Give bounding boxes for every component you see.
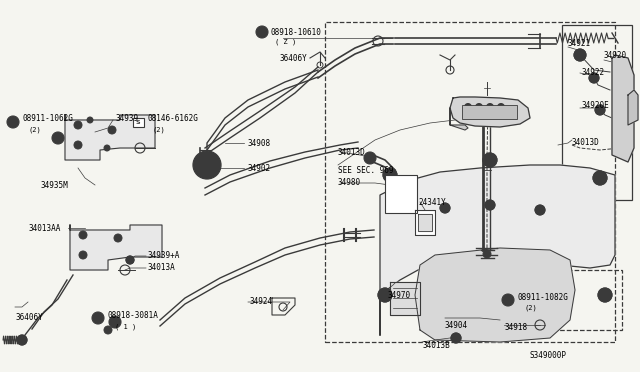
Text: 34013A: 34013A bbox=[148, 263, 176, 273]
Circle shape bbox=[74, 141, 82, 149]
Circle shape bbox=[378, 288, 392, 302]
Text: S: S bbox=[136, 119, 140, 125]
Text: (2): (2) bbox=[525, 305, 538, 311]
Circle shape bbox=[92, 312, 104, 324]
Polygon shape bbox=[450, 97, 530, 127]
Text: 34939: 34939 bbox=[115, 113, 138, 122]
Text: 34922: 34922 bbox=[582, 67, 605, 77]
Polygon shape bbox=[418, 214, 432, 231]
Text: 34918: 34918 bbox=[505, 324, 528, 333]
Text: 36406Y: 36406Y bbox=[15, 314, 43, 323]
Text: 08911-1082G: 08911-1082G bbox=[518, 292, 569, 301]
Circle shape bbox=[126, 256, 134, 264]
Circle shape bbox=[383, 168, 397, 182]
Text: 34939+A: 34939+A bbox=[148, 250, 180, 260]
Polygon shape bbox=[415, 210, 435, 235]
Text: 36406Y: 36406Y bbox=[280, 54, 308, 62]
Text: 34980: 34980 bbox=[338, 177, 361, 186]
Text: (2): (2) bbox=[28, 127, 41, 133]
Text: 34920: 34920 bbox=[604, 51, 627, 60]
Circle shape bbox=[595, 105, 605, 115]
Circle shape bbox=[535, 205, 545, 215]
Text: N: N bbox=[112, 320, 118, 324]
Circle shape bbox=[256, 26, 268, 38]
Bar bbox=[500, 270, 622, 330]
Circle shape bbox=[598, 108, 602, 112]
Circle shape bbox=[486, 103, 493, 110]
Polygon shape bbox=[450, 108, 468, 130]
Polygon shape bbox=[65, 115, 155, 160]
Text: 34935M: 34935M bbox=[40, 180, 68, 189]
Bar bbox=[385, 175, 417, 213]
Polygon shape bbox=[390, 282, 420, 315]
Text: (2): (2) bbox=[153, 127, 166, 133]
Text: 08918-10610: 08918-10610 bbox=[271, 28, 322, 36]
Text: S349000P: S349000P bbox=[530, 350, 567, 359]
Circle shape bbox=[364, 152, 376, 164]
Circle shape bbox=[593, 171, 607, 185]
Text: ( Z ): ( Z ) bbox=[275, 39, 296, 45]
Circle shape bbox=[483, 250, 491, 258]
Bar bbox=[562, 25, 632, 200]
Circle shape bbox=[108, 126, 116, 134]
Circle shape bbox=[476, 103, 483, 110]
Text: 08146-6162G: 08146-6162G bbox=[147, 113, 198, 122]
Circle shape bbox=[79, 251, 87, 259]
Text: 34902: 34902 bbox=[247, 164, 270, 173]
Bar bbox=[325, 22, 615, 342]
Text: 34921: 34921 bbox=[568, 38, 591, 48]
Text: 24341Y: 24341Y bbox=[418, 198, 445, 206]
Polygon shape bbox=[70, 225, 162, 270]
Text: N: N bbox=[259, 29, 265, 35]
Circle shape bbox=[574, 49, 586, 61]
Text: 08918-3081A: 08918-3081A bbox=[107, 311, 158, 320]
Bar bbox=[462, 105, 517, 119]
Circle shape bbox=[114, 234, 122, 242]
Circle shape bbox=[104, 145, 110, 151]
Text: 34970: 34970 bbox=[388, 291, 411, 299]
Circle shape bbox=[79, 231, 87, 239]
Circle shape bbox=[465, 103, 472, 110]
Circle shape bbox=[87, 117, 93, 123]
Circle shape bbox=[17, 335, 27, 345]
Text: N: N bbox=[506, 298, 511, 302]
Circle shape bbox=[193, 151, 221, 179]
Text: ( 1 ): ( 1 ) bbox=[115, 324, 136, 330]
Text: N: N bbox=[95, 315, 100, 321]
Text: 34908: 34908 bbox=[247, 138, 270, 148]
Text: 34013AA: 34013AA bbox=[28, 224, 60, 232]
Text: SEE SEC. 969: SEE SEC. 969 bbox=[338, 166, 394, 174]
Circle shape bbox=[109, 316, 121, 328]
Circle shape bbox=[485, 200, 495, 210]
Circle shape bbox=[7, 116, 19, 128]
Polygon shape bbox=[612, 55, 634, 162]
Bar bbox=[132, 118, 143, 126]
Circle shape bbox=[483, 153, 497, 167]
Text: 34013D: 34013D bbox=[572, 138, 600, 147]
Polygon shape bbox=[628, 90, 638, 125]
Circle shape bbox=[52, 132, 64, 144]
Circle shape bbox=[502, 294, 514, 306]
Circle shape bbox=[589, 73, 599, 83]
Text: N: N bbox=[10, 119, 16, 125]
Circle shape bbox=[440, 203, 450, 213]
Circle shape bbox=[104, 326, 112, 334]
Text: 34924: 34924 bbox=[250, 298, 273, 307]
Text: 34904: 34904 bbox=[445, 321, 468, 330]
Text: 34013B: 34013B bbox=[423, 340, 451, 350]
Text: 34920E: 34920E bbox=[582, 100, 610, 109]
Polygon shape bbox=[380, 165, 615, 335]
Circle shape bbox=[598, 288, 612, 302]
Text: 08911-1062G: 08911-1062G bbox=[22, 113, 73, 122]
Circle shape bbox=[204, 162, 210, 168]
Text: 34013D: 34013D bbox=[338, 148, 365, 157]
Circle shape bbox=[74, 121, 82, 129]
Circle shape bbox=[497, 103, 504, 110]
Polygon shape bbox=[415, 248, 575, 342]
Circle shape bbox=[451, 333, 461, 343]
